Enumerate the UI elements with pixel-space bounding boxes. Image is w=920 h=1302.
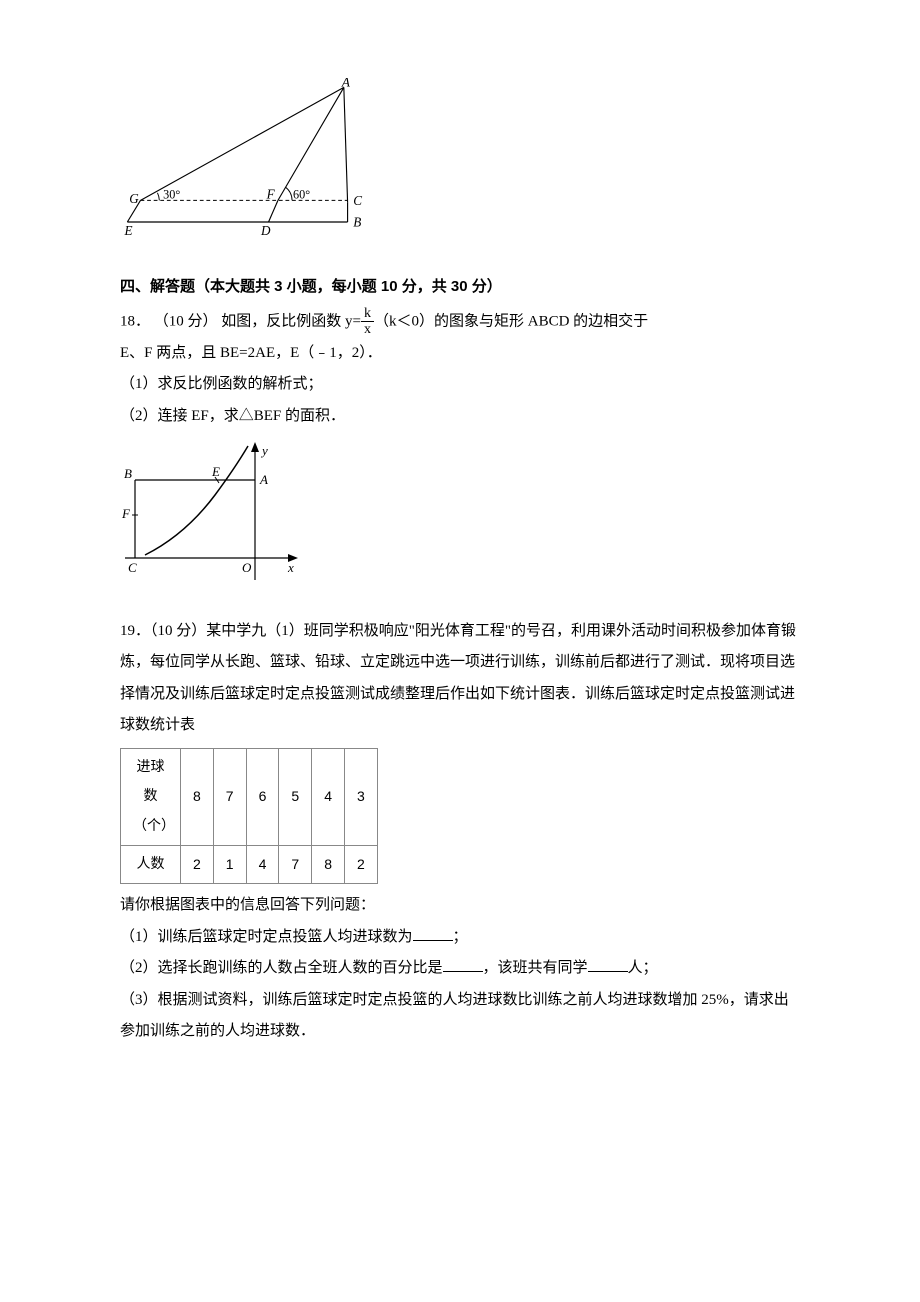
problem-19-num: 19． <box>120 623 150 639</box>
cell: 8 <box>181 748 214 845</box>
fraction-numerator: k <box>361 306 374 322</box>
svg-text:D: D <box>260 223 271 238</box>
problem-19-sub2: （2）选择长跑训练的人数占全班人数的百分比是 ，该班共有同学 人； <box>120 953 800 985</box>
cell: 8 <box>312 846 345 884</box>
problem-19-after-table: 请你根据图表中的信息回答下列问题： <box>120 890 800 922</box>
svg-text:x: x <box>287 560 294 575</box>
problem-18-points: （10 分） <box>154 313 218 329</box>
problem-18-sub1: （1）求反比例函数的解析式； <box>120 369 800 401</box>
table-row: 进球数（个） 8 7 6 5 4 3 <box>121 748 378 845</box>
sub1-pre: （1）训练后篮球定时定点投篮人均进球数为 <box>120 929 413 945</box>
svg-text:F: F <box>121 506 131 521</box>
sub1-post: ； <box>453 929 468 945</box>
svg-text:C: C <box>353 193 362 208</box>
svg-text:B: B <box>124 466 132 481</box>
row2-header: 人数 <box>121 846 181 884</box>
problem-18: 18． （10 分） 如图，反比例函数 y=kx（k＜0）的图象与矩形 ABCD… <box>120 306 800 338</box>
problem-18-text2: （k＜0）的图象与矩形 ABCD 的边相交于 <box>374 313 648 329</box>
cell: 7 <box>279 846 312 884</box>
svg-text:B: B <box>353 215 361 230</box>
sub2-pre: （2）选择长跑训练的人数占全班人数的百分比是 <box>120 960 443 976</box>
problem-18-num: 18． <box>120 313 150 329</box>
coordinate-diagram-18: E F y x B A C O <box>120 440 800 608</box>
problem-18-sub2: （2）连接 EF，求△BEF 的面积． <box>120 401 800 433</box>
geometry-diagram-17: A C B F G E D 30° 60° <box>120 78 800 251</box>
section-4-header: 四、解答题（本大题共 3 小题，每小题 10 分，共 30 分） <box>120 271 800 303</box>
cell: 6 <box>246 748 279 845</box>
cell: 1 <box>213 846 246 884</box>
problem-19: 19．（10 分）某中学九（1）班同学积极响应"阳光体育工程"的号召，利用课外活… <box>120 616 800 742</box>
sub2-post: 人； <box>628 960 658 976</box>
basketball-stats-table: 进球数（个） 8 7 6 5 4 3 人数 2 1 4 7 8 2 <box>120 748 378 885</box>
svg-text:A: A <box>341 78 351 89</box>
svg-text:y: y <box>260 443 268 458</box>
cell: 3 <box>344 748 377 845</box>
blank-field <box>413 926 453 941</box>
svg-text:C: C <box>128 560 137 575</box>
cell: 2 <box>181 846 214 884</box>
fraction-k-over-x: kx <box>361 306 374 338</box>
svg-text:A: A <box>259 472 268 487</box>
cell: 2 <box>344 846 377 884</box>
fraction-denominator: x <box>361 322 374 337</box>
svg-text:E: E <box>211 464 220 479</box>
problem-19-points: （10 分） <box>150 623 206 639</box>
row1-header: 进球数（个） <box>121 748 181 845</box>
problem-18-text1: 如图，反比例函数 y= <box>221 313 361 329</box>
svg-text:O: O <box>242 560 252 575</box>
table-row: 人数 2 1 4 7 8 2 <box>121 846 378 884</box>
blank-field <box>443 957 483 972</box>
svg-text:G: G <box>129 191 139 206</box>
problem-19-sub3: （3）根据测试资料，训练后篮球定时定点投篮的人均进球数比训练之前人均进球数增加 … <box>120 985 800 1048</box>
cell: 4 <box>246 846 279 884</box>
cell: 4 <box>312 748 345 845</box>
sub2-mid: ，该班共有同学 <box>483 960 588 976</box>
cell: 5 <box>279 748 312 845</box>
problem-19-body: 某中学九（1）班同学积极响应"阳光体育工程"的号召，利用课外活动时间积极参加体育… <box>120 623 796 734</box>
blank-field <box>588 957 628 972</box>
svg-text:F: F <box>266 186 276 201</box>
cell: 7 <box>213 748 246 845</box>
svg-text:30°: 30° <box>163 187 180 201</box>
svg-text:E: E <box>124 223 133 238</box>
problem-19-sub1: （1）训练后篮球定时定点投篮人均进球数为 ； <box>120 922 800 954</box>
svg-text:60°: 60° <box>293 187 310 201</box>
problem-18-text3: E、F 两点，且 BE=2AE，E（﹣1，2）． <box>120 338 800 370</box>
